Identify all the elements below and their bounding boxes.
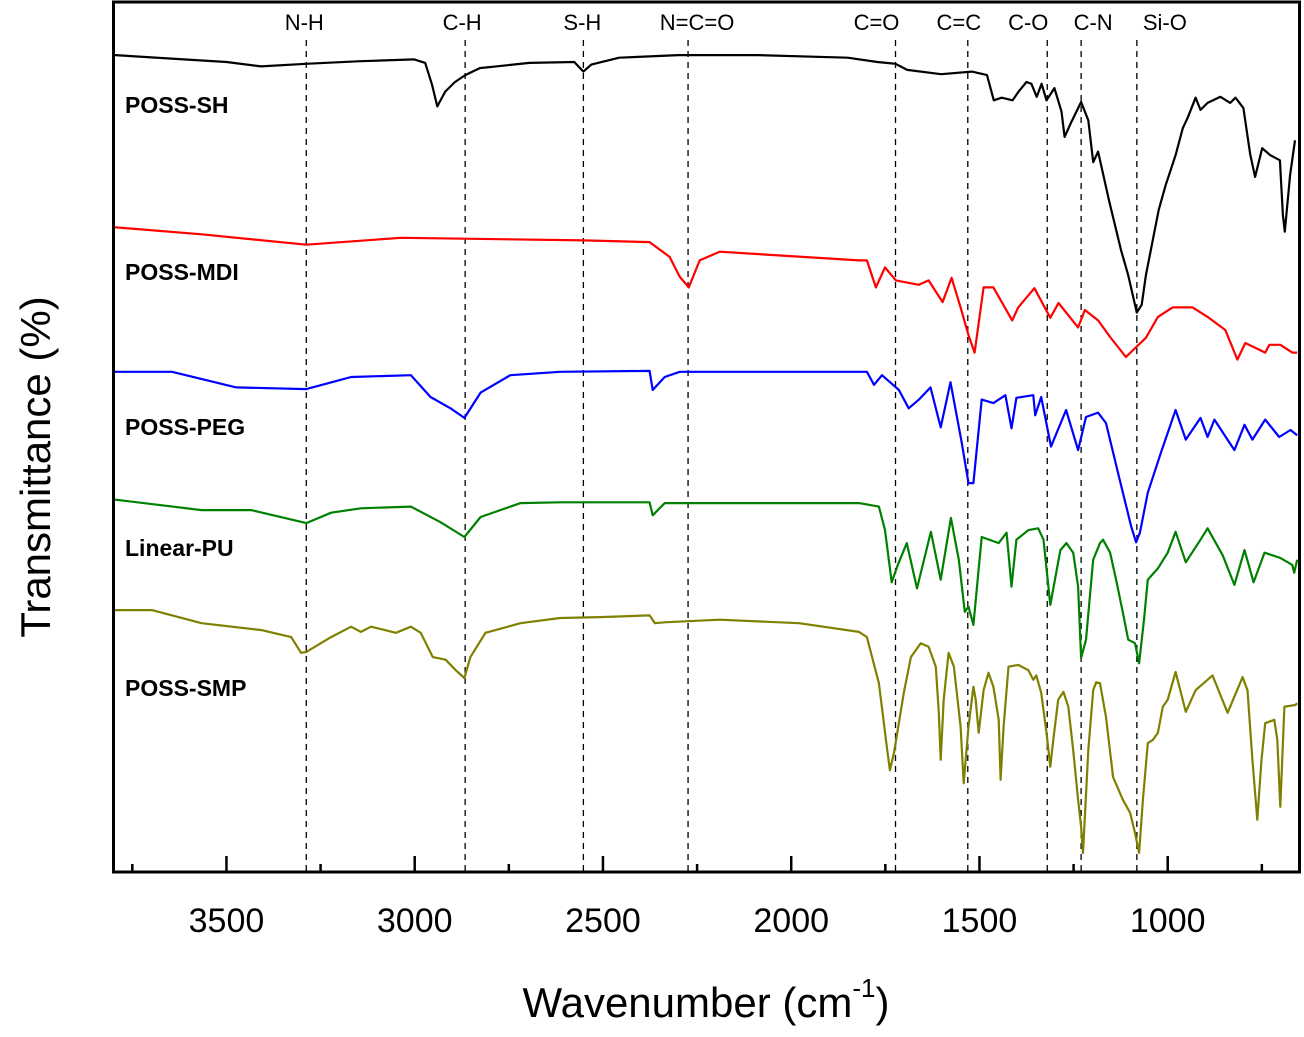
x-axis-ticks [131,856,1264,872]
y-axis-title: Transmittance (%) [12,296,59,638]
x-axis-tick-labels: 3500 3000 2500 2000 1500 1000 [189,902,1206,940]
annotation-labels: N-H C-H S-H N=C=O C=O C=C C-O C-N Si-O [285,10,1187,35]
series-label: POSS-PEG [125,414,245,440]
x-tick-label: 3000 [377,902,453,940]
series-line-POSS-SH [114,54,1297,314]
series-label: POSS-MDI [125,259,239,285]
series-label: Linear-PU [125,535,234,561]
annotation-label: C-O [1008,10,1048,35]
series-line-Linear-PU [114,498,1299,665]
annotation-label: N-H [285,10,324,35]
x-tick-label: 1500 [942,902,1018,940]
annotation-label: C=C [936,10,981,35]
series-line-POSS-MDI [114,226,1298,361]
series-label: POSS-SH [125,92,229,118]
annotation-lines [305,40,1138,872]
annotation-label: C-H [443,10,482,35]
annotation-label: C-N [1074,10,1113,35]
x-tick-label: 2500 [565,902,641,940]
series-label: POSS-SMP [125,675,246,701]
x-axis-title: Wavenumber (cm-1) [523,973,890,1026]
x-tick-label: 1000 [1130,902,1206,940]
annotation-label: C=O [854,10,900,35]
x-tick-label: 3500 [189,902,265,940]
plot-frame [112,0,1301,874]
annotation-label: N=C=O [660,10,735,35]
annotation-label: S-H [563,10,601,35]
x-tick-label: 2000 [753,902,829,940]
series-line-POSS-PEG [115,369,1298,544]
annotation-label: Si-O [1143,10,1187,35]
series-lines [114,54,1299,854]
series-line-POSS-SMP [115,609,1298,854]
series-labels: POSS-SH POSS-MDI POSS-PEG Linear-PU POSS-SMP [125,92,246,701]
